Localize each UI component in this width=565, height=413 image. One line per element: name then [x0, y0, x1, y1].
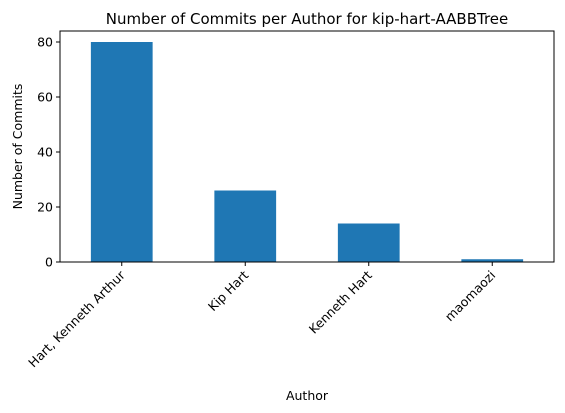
bar	[214, 190, 277, 262]
y-tick-label: 0	[45, 255, 53, 270]
y-tick-label: 60	[37, 90, 53, 105]
y-tick-label: 20	[37, 200, 53, 215]
y-axis-ticks: 0 20 40 60 80	[37, 35, 60, 270]
chart-title: Number of Commits per Author for kip-har…	[106, 10, 509, 28]
x-axis-label: Author	[286, 388, 329, 403]
bar	[90, 42, 153, 262]
x-axis-ticks: Hart, Kenneth Arthur Kip Hart Kenneth Hart…	[25, 262, 498, 370]
plot-frame	[59, 30, 555, 263]
x-tick-label: Kip Hart	[205, 267, 252, 314]
bar	[337, 223, 400, 262]
bars-group	[90, 42, 524, 262]
y-axis-label: Number of Commits	[10, 84, 25, 210]
x-tick-label: maomaozi	[442, 268, 499, 325]
x-tick-label: Kenneth Hart	[306, 267, 375, 336]
x-tick-label: Hart, Kenneth Arthur	[25, 267, 128, 370]
y-tick-label: 40	[37, 145, 53, 160]
y-tick-label: 80	[37, 35, 53, 50]
bar	[461, 259, 524, 262]
